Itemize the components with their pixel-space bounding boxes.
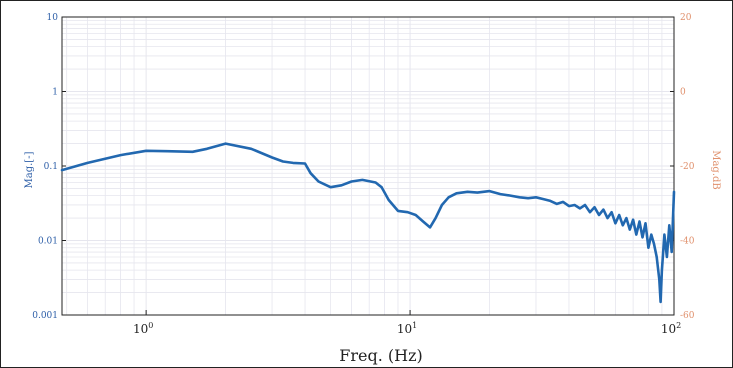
left-y-tick-label: 10 (47, 13, 59, 23)
x-tick-label: 100 (133, 321, 153, 336)
grid-lines (62, 16, 675, 316)
left-y-tick-label: 0.001 (32, 311, 58, 321)
magnitude-series-line (60, 142, 676, 304)
left-y-tick-label: 1 (52, 88, 58, 98)
right-y-tick-label: 20 (680, 13, 692, 23)
x-tick-label: 101 (397, 321, 417, 336)
right-y-axis-label: Mag.dB (710, 150, 721, 190)
x-axis-label: Freq. (Hz) (339, 346, 423, 365)
left-y-axis-label: Mag.[-] (24, 151, 35, 188)
left-y-tick-label: 0.01 (38, 237, 58, 247)
right-y-tick-label: 0 (680, 88, 686, 98)
right-y-tick-label: -20 (680, 162, 695, 172)
x-tick-label: 102 (661, 321, 681, 336)
left-y-axis-ticks: 10 1 0.1 0.01 0.001 (32, 13, 66, 321)
right-y-tick-label: -40 (680, 237, 695, 247)
right-y-tick-label: -60 (680, 311, 695, 321)
x-axis-ticks: 100 101 102 (133, 310, 681, 336)
left-y-tick-label: 0.1 (44, 162, 58, 172)
